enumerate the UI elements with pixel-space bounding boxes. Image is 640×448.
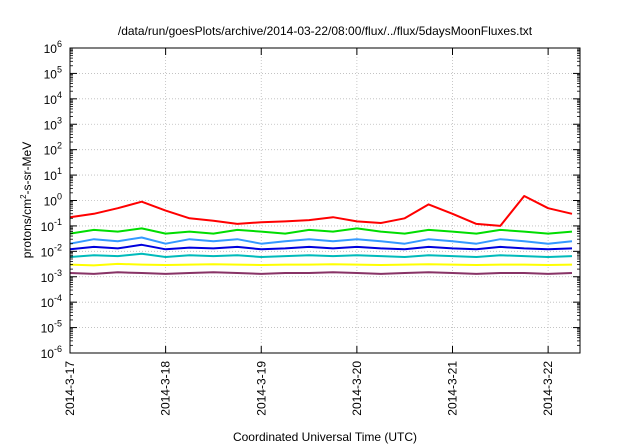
y-tick-label: 102 [44,141,62,158]
y-tick-label: 10-5 [41,319,62,336]
y-tick-label: 106 [44,39,62,56]
y-tick-label: 101 [44,166,62,183]
series-line-2 [69,227,573,235]
series-line-5 [69,252,573,258]
x-axis-label: Coordinated Universal Time (UTC) [233,430,417,444]
y-axis-label-main: protons/cm [20,199,34,258]
x-tick-label: 2014-3-19 [254,361,268,416]
x-axis-ticks: 2014-3-17 2014-3-18 2014-3-19 2014-3-20 2014… [63,48,555,416]
y-tick-label: 100 [44,192,62,209]
series-line-1 [69,195,573,227]
y-tick-label: 105 [44,64,62,81]
x-tick-label: 2014-3-22 [541,361,555,416]
y-tick-label: 104 [44,90,62,107]
x-tick-label: 2014-3-18 [159,361,173,416]
y-tick-label: 10-3 [41,268,62,285]
y-tick-label: 10-6 [41,344,62,361]
y-axis-label-superscript: 2 [19,194,28,199]
y-tick-label: 10-1 [41,217,62,234]
series-line-6 [69,262,573,267]
series-group [69,195,573,275]
series-line-3 [69,236,573,245]
y-tick-label: 103 [44,115,62,132]
y-axis-ticks: 10-6 10-5 10-4 10-3 10-2 10-1 100 101 102 103 104 1… [41,39,580,361]
chart-title: /data/run/goesPlots/archive/2014-03-22/0… [118,24,533,38]
y-axis-label: protons/cm2-s-sr-MeV [19,142,34,258]
grid [70,48,580,353]
y-tick-label: 10-2 [41,242,62,259]
x-tick-label: 2014-3-21 [446,361,460,416]
y-axis-label-unit: -s-sr-MeV [20,142,34,195]
series-line-4 [69,243,573,251]
x-tick-label: 2014-3-17 [63,361,77,416]
series-line-7 [69,271,573,275]
y-tick-label: 10-4 [41,293,62,310]
x-tick-label: 2014-3-20 [350,361,364,416]
